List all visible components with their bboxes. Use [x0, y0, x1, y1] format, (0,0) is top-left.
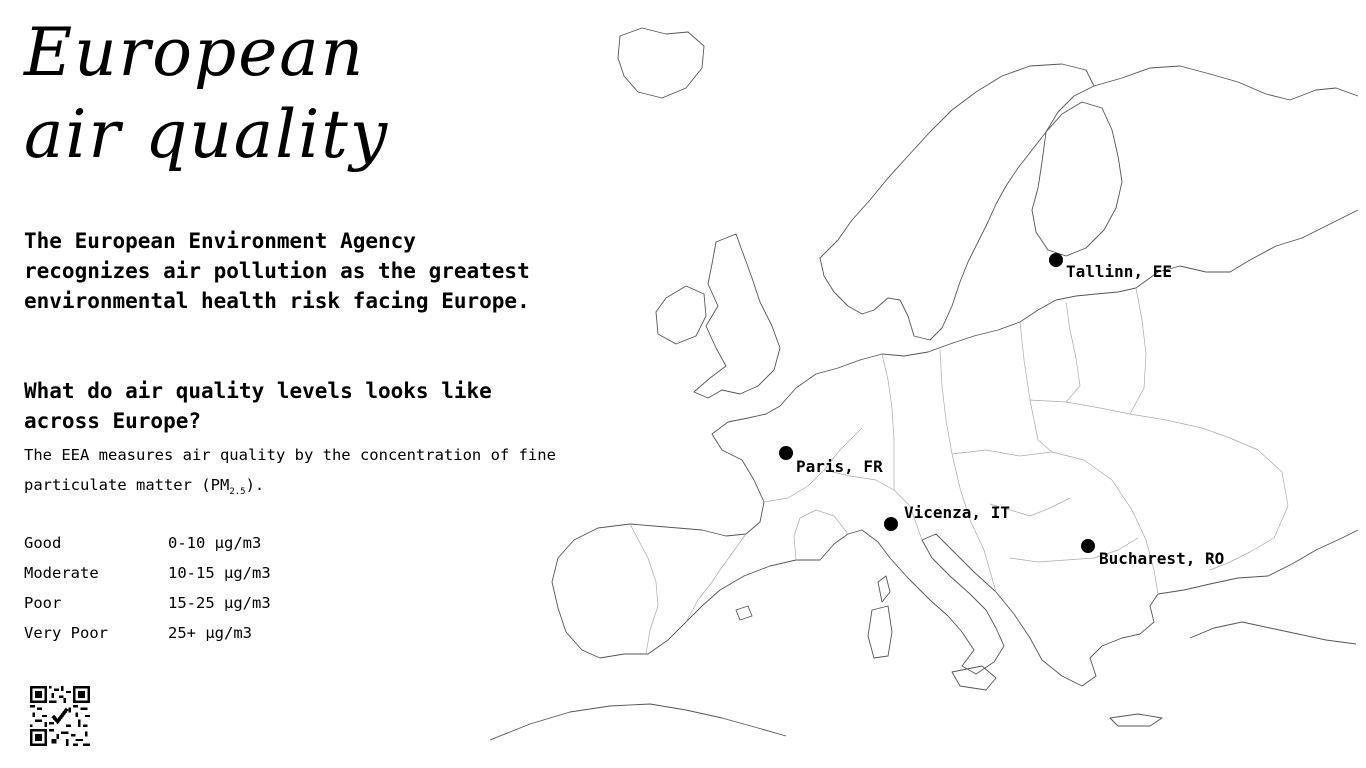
border-line: [685, 533, 747, 623]
title-line-2: air quality: [24, 96, 390, 173]
border-line: [1019, 321, 1053, 453]
border-line: [1065, 301, 1081, 403]
level-range: 15-25 µg/m3: [168, 594, 271, 612]
level-row: Good 0-10 µg/m3: [24, 528, 271, 558]
north-coast-outline: [1093, 65, 1359, 101]
border-line: [629, 523, 659, 655]
city-marker-bucharest: [1081, 539, 1095, 553]
level-row: Poor 15-25 µg/m3: [24, 588, 271, 618]
title-line-1: European: [24, 14, 366, 91]
level-row: Very Poor 25+ µg/m3: [24, 618, 271, 648]
air-quality-levels: Good 0-10 µg/m3 Moderate 10-15 µg/m3 Poo…: [24, 528, 271, 648]
border-line: [951, 449, 1085, 461]
level-name: Poor: [24, 594, 62, 612]
city-label-bucharest: Bucharest, RO: [1099, 549, 1225, 568]
city-marker-paris: [779, 446, 793, 460]
city-marker-tallinn: [1049, 253, 1063, 267]
measure-description: The EEA measures air quality by the conc…: [24, 440, 584, 507]
intro-paragraph: The European Environment Agency recogniz…: [24, 229, 530, 313]
europe-map: [490, 27, 1359, 741]
level-name: Very Poor: [24, 624, 108, 642]
border-line: [989, 497, 1071, 517]
anatolia-outline: [1189, 621, 1357, 645]
city-label-vicenza: Vicenza, IT: [904, 503, 1010, 522]
sicily-outline: [951, 665, 997, 691]
britain-outline: [693, 233, 781, 399]
finland-outline: [1031, 101, 1123, 257]
level-name: Moderate: [24, 564, 99, 582]
level-range: 0-10 µg/m3: [168, 534, 262, 552]
ireland-outline: [655, 285, 707, 345]
corsica-outline: [877, 575, 891, 603]
border-line: [823, 469, 923, 541]
border-line: [763, 427, 863, 503]
city-label-tallinn: Tallinn, EE: [1066, 262, 1172, 281]
measure-tail: ).: [245, 476, 265, 494]
measure-text: The EEA measures air quality by the conc…: [24, 446, 556, 494]
balearic-outline: [735, 605, 753, 621]
border-line: [1083, 459, 1159, 595]
crete-outline: [1109, 713, 1163, 727]
level-range: 25+ µg/m3: [168, 624, 252, 642]
level-row: Moderate 10-15 µg/m3: [24, 558, 271, 588]
border-line: [1009, 537, 1139, 563]
border-line: [939, 349, 997, 593]
border-line: [1129, 287, 1147, 415]
sardinia-outline: [867, 605, 893, 659]
qr-code-icon[interactable]: [30, 686, 90, 746]
iceland-outline: [617, 27, 705, 99]
level-range: 10-15 µg/m3: [168, 564, 271, 582]
level-name: Good: [24, 534, 62, 552]
border-line: [1029, 399, 1289, 571]
border-line: [881, 353, 895, 490]
page-title: European air quality: [24, 12, 389, 176]
question-heading: What do air quality levels looks like ac…: [24, 379, 492, 433]
border-line: [793, 509, 849, 561]
mainland-outline: [551, 209, 1359, 687]
city-label-paris: Paris, FR: [796, 457, 883, 476]
pm-subscript: 2.5: [229, 487, 246, 498]
scandinavia-outline: [819, 63, 1095, 341]
africa-coast-outline: [490, 703, 787, 741]
city-marker-vicenza: [884, 517, 898, 531]
